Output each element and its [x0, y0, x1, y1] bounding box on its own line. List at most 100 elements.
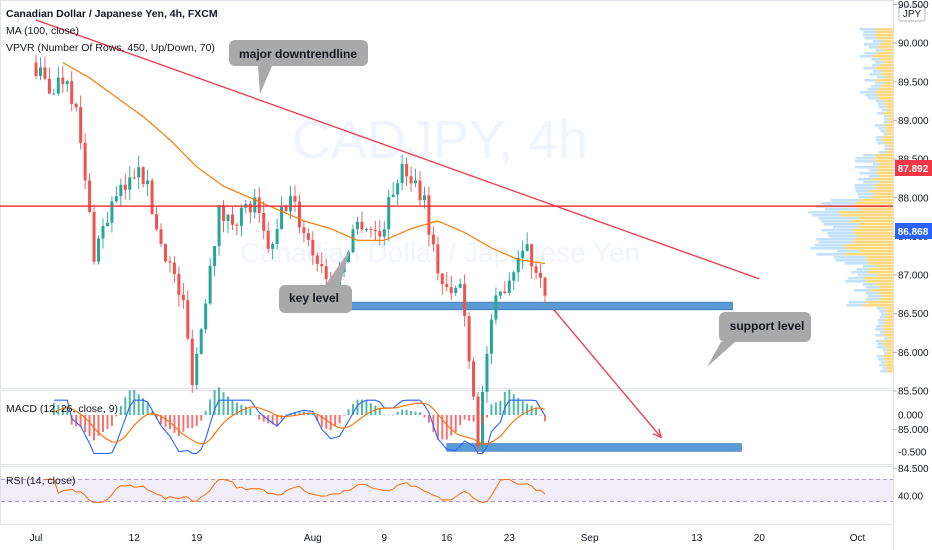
callout-key-level-text: key level — [289, 291, 339, 305]
candle-body — [315, 255, 319, 264]
downtrend-line[interactable] — [35, 19, 760, 280]
callout-key-level[interactable]: key level — [279, 250, 352, 313]
callout-downtrend[interactable]: major downtrendline — [229, 40, 368, 94]
candle-body — [204, 303, 208, 330]
macd-histogram-bar — [213, 390, 216, 415]
vpvr-bar-up — [884, 76, 893, 79]
candle-body — [512, 272, 516, 281]
vpvr-bar-down — [825, 208, 860, 211]
vpvr-bar-down — [866, 292, 879, 295]
vpvr-bar-down — [878, 151, 886, 154]
candle-body — [186, 300, 190, 339]
candle-body — [168, 261, 172, 263]
macd-histogram-bar — [352, 403, 355, 415]
vpvr-bar-down — [864, 43, 880, 46]
candle-body — [34, 62, 38, 77]
macd-histogram-bar — [530, 405, 533, 415]
macd-histogram-bar — [481, 415, 484, 425]
vpvr-bar-down — [864, 79, 876, 82]
macd-histogram-bar — [343, 415, 346, 416]
vpvr-bar-up — [889, 148, 893, 151]
time-axis-label: 20 — [754, 533, 766, 544]
vpvr-bar-down — [830, 199, 861, 202]
macd-histogram-bar — [61, 406, 64, 415]
vpvr-bar-up — [888, 121, 893, 124]
candle-body — [275, 229, 279, 244]
macd-histogram-bar — [468, 415, 471, 421]
vpvr-bar-up — [866, 301, 893, 304]
vpvr-bar-down — [880, 331, 885, 334]
macd-histogram-bar — [334, 415, 337, 427]
vpvr-bar-up — [866, 259, 893, 262]
macd-pane[interactable]: 0.000 -0.500 — [52, 387, 927, 459]
macd-histogram-bar — [316, 415, 319, 421]
macd-histogram-bar — [311, 413, 314, 415]
macd-histogram-bar — [276, 415, 279, 426]
vpvr-bar-up — [885, 142, 893, 145]
rsi-legend[interactable]: RSI (14, close) — [6, 475, 75, 487]
symbol-title[interactable]: Canadian Dollar / Japanese Yen, 4h, FXCM — [6, 8, 218, 20]
candle-body — [271, 243, 275, 249]
candle-body — [257, 197, 261, 214]
price-axis-label: 86.000 — [898, 348, 929, 359]
vpvr-bar-down — [872, 163, 881, 166]
vpvr-bar-down — [867, 295, 882, 298]
vpvr-bar-up — [885, 130, 893, 133]
candle-body — [83, 142, 87, 181]
vpvr-bar-up — [874, 67, 893, 70]
vpvr-bar-up — [879, 181, 893, 184]
candle-body — [355, 221, 359, 230]
candle-body — [208, 266, 212, 304]
vpvr-bar-up — [875, 79, 893, 82]
vpvr-bar-down — [873, 40, 883, 43]
candle-body — [503, 291, 507, 293]
vpvr-bar-down — [876, 307, 884, 310]
macd-histogram-bar — [329, 415, 332, 431]
vpvr-bar-down — [879, 106, 886, 109]
macd-histogram-bar — [195, 415, 198, 426]
candle-body — [155, 214, 159, 230]
time-axis-label: 12 — [129, 533, 141, 544]
rsi-line — [44, 479, 546, 504]
vpvr-bar-up — [880, 163, 893, 166]
vpvr-bar-up — [885, 103, 893, 106]
currency-badge-box[interactable] — [898, 5, 926, 22]
candle-body — [266, 230, 270, 249]
vpvr-bar-down — [880, 316, 886, 319]
macd-histogram-bar — [401, 409, 404, 415]
macd-histogram-bar — [512, 394, 515, 415]
macd-histogram-bar — [209, 399, 212, 415]
candle-body — [427, 195, 431, 235]
vpvr-bar-down — [867, 88, 879, 91]
price-axis-label: 88.000 — [898, 193, 929, 204]
key-level-zone[interactable] — [312, 301, 733, 311]
callout-support[interactable]: support level — [707, 312, 811, 367]
macd-histogram-bar — [226, 396, 229, 415]
rsi-axis-label: 40.00 — [898, 492, 923, 503]
vpvr-bar-down — [808, 211, 839, 214]
candle-body — [382, 229, 386, 237]
macd-histogram-bar — [503, 391, 506, 415]
ma-legend[interactable]: MA (100, close) — [6, 25, 79, 37]
projection-arrow[interactable] — [553, 309, 663, 439]
vpvr-bar-up — [859, 223, 893, 226]
vpvr-bar-down — [875, 328, 884, 331]
price-axis-label: 90.500 — [898, 0, 929, 11]
current-price-tag: 86.868 — [895, 223, 932, 239]
support-zone[interactable] — [446, 443, 742, 452]
candle-body — [97, 238, 101, 262]
rsi-pane[interactable]: 40.00 — [1, 479, 923, 504]
candle-body — [396, 183, 400, 195]
macd-legend[interactable]: MACD (12, 26, close, 9) — [6, 403, 118, 415]
vpvr-bar-down — [883, 352, 888, 355]
watermark-symbol: CADJPY, 4h — [292, 110, 588, 170]
time-axis[interactable]: Jul 12 19 Aug 9 16 23 Sep 13 20 Oct — [30, 533, 866, 544]
macd-histogram-bar — [360, 399, 363, 415]
vpvr-legend[interactable]: VPVR (Number Of Rows, 450, Up/Down, 70) — [6, 42, 215, 54]
callout-key-level-box — [279, 250, 352, 313]
vpvr-bar-up — [883, 328, 893, 331]
candle-body — [516, 257, 520, 273]
macd-histogram-bar — [436, 415, 439, 440]
